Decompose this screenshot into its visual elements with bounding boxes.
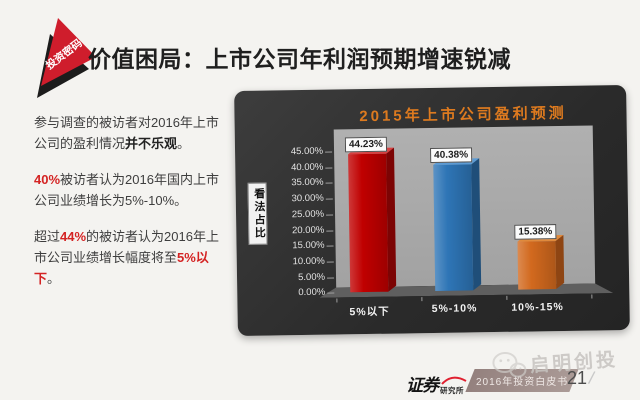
y-tick-mark (325, 167, 333, 169)
bar (433, 164, 474, 291)
p3-text-a: 超过 (34, 229, 61, 244)
bar (517, 241, 557, 290)
bar-data-label: 44.23% (344, 137, 387, 153)
y-tick-label: 25.00% (291, 208, 325, 220)
page-number-value: 21 (567, 368, 588, 388)
x-tick-label: 5%-10% (431, 302, 478, 316)
p1-end: 。 (177, 136, 191, 151)
page-number: 21/ (567, 367, 597, 389)
y-tick-label: 20.00% (291, 224, 325, 236)
x-tick-mark (506, 295, 508, 300)
page-number-slash: / (587, 367, 597, 389)
survey-paragraph-3: 超过44%的被访者认为2016年上市公司业绩增长幅度将至5%以下。 (34, 226, 220, 289)
bar-data-label: 40.38% (430, 147, 473, 164)
bar (348, 154, 389, 293)
bar-side-face (555, 235, 565, 290)
x-tick-mark (336, 298, 338, 303)
y-tick-label: 35.00% (291, 177, 324, 189)
bar-data-label: 15.38% (514, 224, 557, 240)
x-tick-label: 5%以下 (349, 305, 390, 319)
y-tick-label: 5.00% (298, 271, 326, 283)
y-tick-mark (325, 182, 333, 185)
chart-title: 2015年上市公司盈利预测 (359, 104, 567, 126)
logo-main-text: 证券 (406, 376, 439, 395)
survey-paragraph-2: 40%被访者认为2016年国内上市公司业绩增长为5%-10%。 (34, 169, 220, 211)
y-tick-mark (325, 198, 333, 200)
x-tick-mark (591, 294, 593, 299)
logo-swoosh-icon (441, 376, 467, 385)
logo-sub-text: 研究所 (440, 386, 464, 395)
ribbon-label: 2016年投资白皮书 (475, 377, 569, 388)
survey-summary: 参与调查的被访者对2016年上市公司的盈利情况并不乐观。 40%被访者认为201… (34, 112, 220, 304)
p1-emphasis: 并不乐观 (125, 136, 178, 151)
badge-triangle-icon: 投资密码 (37, 18, 96, 98)
y-tick-label: 40.00% (290, 161, 324, 173)
y-tick-label: 15.00% (292, 239, 325, 252)
corner-badge: 投资密码 (28, 10, 110, 106)
y-tick-mark (326, 214, 334, 216)
y-tick-mark (326, 245, 334, 247)
x-tick-mark (421, 297, 423, 302)
logo-side: 研究所 (440, 376, 468, 396)
p1-text: 参与调查的被访者对2016年上市公司的盈利情况 (34, 115, 219, 151)
y-tick-mark (326, 261, 334, 263)
y-tick-label: 0.00% (298, 286, 326, 299)
p3-statistic: 44% (60, 229, 87, 244)
p2-text: 被访者认为2016年国内上市公司业绩增长为5%-10%。 (34, 172, 219, 208)
x-tick-label: 10%-15% (511, 300, 564, 314)
p3-emphasis: 5%以下 (34, 250, 209, 286)
chart-panel: 2015年上市公司盈利预测 看法占比 45.00% 40.00% 35.00% 30.… (234, 84, 630, 337)
y-tick-mark (325, 151, 333, 153)
y-tick-mark (327, 292, 335, 294)
p3-end: 。 (47, 271, 61, 286)
y-tick-mark (326, 230, 334, 232)
slide-title: 价值困局：上市公司年利润预期增速锐减 (88, 46, 511, 72)
publisher-logo: 证券 研究所 (406, 371, 468, 396)
y-tick-mark (327, 277, 335, 279)
y-tick-label: 45.00% (290, 145, 324, 158)
y-tick-label: 30.00% (291, 192, 324, 205)
y-tick-label: 10.00% (292, 255, 325, 268)
survey-paragraph-1: 参与调查的被访者对2016年上市公司的盈利情况并不乐观。 (34, 112, 220, 154)
p3-text-b: 的被访者认为2016年上市公司业绩增长幅度将至 (34, 229, 219, 265)
p2-statistic: 40% (34, 172, 61, 187)
footer-ribbon: 2016年投资白皮书 (465, 369, 579, 392)
